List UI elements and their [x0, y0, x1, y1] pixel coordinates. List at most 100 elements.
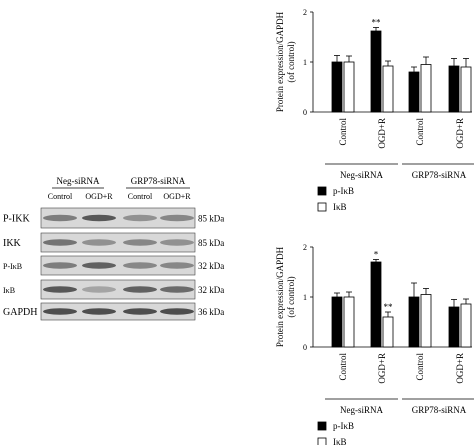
- y-axis-label: Protein expression/GAPDH (of control): [275, 246, 296, 347]
- western-blot-panel: Neg-siRNA GRP78-siRNA Control OGD+R Cont…: [3, 176, 224, 321]
- legend-swatch: [317, 437, 327, 445]
- bar-chart-bottom: 0 1 2 Protein expression/GAPDH (of control) C…: [275, 243, 474, 445]
- y-axis-label-line: Protein expression/GAPDH: [275, 11, 285, 112]
- bar: [331, 296, 343, 348]
- category-label: Control: [338, 118, 348, 146]
- bar: [370, 30, 382, 113]
- blot-row-label: GAPDH: [3, 307, 37, 318]
- blot-strip: [40, 232, 196, 253]
- bar: [343, 61, 355, 113]
- blot-lane-label: OGD+R: [85, 192, 113, 201]
- blot-band: [43, 286, 77, 293]
- category-label-wrap: Control: [415, 118, 425, 146]
- legend-swatch: [317, 186, 327, 196]
- y-tick-label: 0: [303, 108, 307, 117]
- legend-label: IκB: [333, 202, 347, 212]
- blot-group-grp78-sirna: GRP78-siRNA: [131, 176, 186, 186]
- legend-swatch: [317, 421, 327, 431]
- blot-rows: P-IKK 85 kDa IKK 85 kDa P-IκB 32 kDa IκB 32 kDa…: [3, 207, 224, 321]
- blot-band: [82, 286, 116, 293]
- bar: [448, 65, 460, 113]
- blot-kda-label: 32 kDa: [198, 261, 224, 271]
- y-axis-label: Protein expression/GAPDH (of control): [275, 11, 296, 112]
- bar: [382, 316, 394, 348]
- blot-band: [123, 286, 157, 293]
- blot-band: [43, 308, 77, 315]
- y-axis-label-line: (of control): [286, 276, 296, 317]
- blot-band: [160, 239, 194, 246]
- bar: [460, 303, 472, 348]
- bar: [408, 296, 420, 348]
- category-label: Control: [415, 118, 425, 146]
- blot-row-label: P-IκB: [3, 262, 22, 271]
- category-label: OGD+R: [377, 118, 387, 149]
- blot-band: [160, 308, 194, 315]
- blot-band: [43, 262, 77, 269]
- y-tick-label: 2: [303, 243, 307, 252]
- category-label-wrap: Control: [338, 118, 348, 146]
- bar: [448, 306, 460, 348]
- legend-swatch: [317, 202, 327, 212]
- group-label: Neg-siRNA: [340, 405, 383, 415]
- group-label: Neg-siRNA: [340, 170, 383, 180]
- blot-band: [82, 308, 116, 315]
- blot-row-label: IκB: [3, 286, 15, 295]
- blot-kda-label: 85 kDa: [198, 238, 224, 248]
- blot-kda-label: 36 kDa: [198, 307, 224, 317]
- category-label: Control: [415, 353, 425, 381]
- blot-band: [82, 262, 116, 269]
- category-label: OGD+R: [377, 353, 387, 384]
- legend-label: p-IκB: [333, 421, 354, 431]
- y-tick-label: 1: [303, 293, 307, 302]
- category-label: OGD+R: [455, 353, 465, 384]
- blot-lane-label: OGD+R: [163, 192, 191, 201]
- blot-lane-label: Control: [128, 192, 153, 201]
- category-label-wrap: OGD+R: [377, 353, 387, 384]
- blot-lane-label: Control: [48, 192, 73, 201]
- category-label-wrap: OGD+R: [455, 118, 465, 149]
- blot-band: [160, 286, 194, 293]
- blot-band: [123, 214, 157, 222]
- blot-strip: [40, 255, 196, 276]
- blot-band: [82, 214, 116, 222]
- blot-kda-label: 32 kDa: [198, 285, 224, 295]
- bar: [420, 294, 432, 348]
- bar-chart-top: 0 1 2 Protein expression/GAPDH (of control) C…: [275, 8, 474, 212]
- significance-mark: *: [374, 250, 379, 260]
- group-label: GRP78-siRNA: [412, 405, 467, 415]
- blot-row-label: P-IKK: [3, 214, 30, 225]
- group-label: GRP78-siRNA: [412, 170, 467, 180]
- category-label: Control: [338, 353, 348, 381]
- blot-strip: [40, 207, 196, 229]
- category-label: OGD+R: [455, 118, 465, 149]
- bar: [343, 296, 355, 348]
- bar: [420, 64, 432, 113]
- blot-band: [160, 262, 194, 269]
- bar: [460, 66, 472, 113]
- blot-group-neg-sirna: Neg-siRNA: [57, 176, 100, 186]
- blot-band: [43, 239, 77, 246]
- blot-band: [123, 239, 157, 246]
- category-label-wrap: OGD+R: [455, 353, 465, 384]
- blot-kda-label: 85 kDa: [198, 214, 224, 224]
- significance-mark: **: [384, 302, 394, 312]
- bar: [370, 261, 382, 348]
- category-label-wrap: OGD+R: [377, 118, 387, 149]
- blot-row-label: IKK: [3, 238, 22, 249]
- category-label-wrap: Control: [415, 353, 425, 381]
- bar: [408, 71, 420, 113]
- bar: [382, 65, 394, 113]
- blot-band: [43, 214, 77, 222]
- blot-band: [82, 239, 116, 246]
- legend-label: IκB: [333, 437, 347, 445]
- legend-label: p-IκB: [333, 186, 354, 196]
- blot-band: [123, 308, 157, 315]
- y-axis-label-line: (of control): [286, 41, 296, 82]
- y-axis-label-line: Protein expression/GAPDH: [275, 246, 285, 347]
- y-tick-label: 0: [303, 343, 307, 352]
- category-label-wrap: Control: [338, 353, 348, 381]
- y-tick-label: 1: [303, 58, 307, 67]
- significance-mark: **: [372, 18, 382, 28]
- y-tick-label: 2: [303, 8, 307, 17]
